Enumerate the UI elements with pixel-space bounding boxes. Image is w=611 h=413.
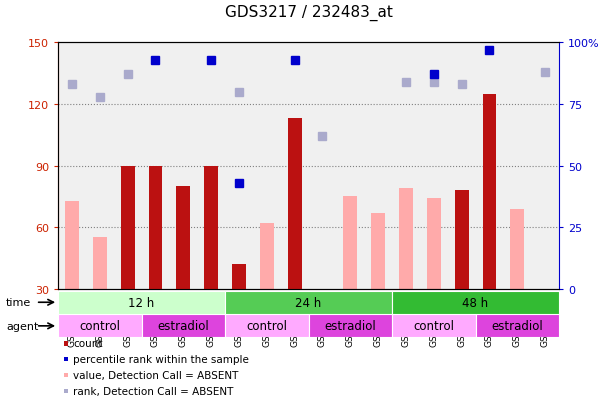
Text: 12 h: 12 h [128, 296, 155, 309]
Bar [225, 291, 392, 314]
Text: 24 h: 24 h [296, 296, 321, 309]
Bar [288, 119, 302, 289]
Bar [260, 223, 274, 289]
Text: estradiol: estradiol [324, 320, 376, 332]
Bar [399, 189, 413, 289]
Bar [142, 315, 225, 337]
Bar [475, 315, 559, 337]
Bar [121, 172, 134, 289]
Bar [455, 191, 469, 289]
Bar [483, 95, 496, 289]
Text: agent: agent [6, 321, 38, 331]
Bar [65, 201, 79, 289]
Bar [121, 166, 134, 289]
Text: time: time [6, 297, 31, 308]
Text: GDS3217 / 232483_at: GDS3217 / 232483_at [225, 5, 392, 21]
Bar [225, 315, 309, 337]
Text: estradiol: estradiol [158, 320, 209, 332]
Bar [93, 238, 107, 289]
Bar [58, 315, 142, 337]
Text: 48 h: 48 h [463, 296, 489, 309]
Bar [58, 291, 225, 314]
Text: control: control [79, 320, 120, 332]
Bar [392, 291, 559, 314]
Bar [177, 187, 190, 289]
Bar [371, 214, 385, 289]
Bar [148, 166, 163, 289]
Bar [427, 199, 441, 289]
Bar [309, 315, 392, 337]
Text: estradiol: estradiol [491, 320, 543, 332]
Text: value, Detection Call = ABSENT: value, Detection Call = ABSENT [73, 370, 238, 380]
Bar [232, 265, 246, 289]
Text: control: control [413, 320, 455, 332]
Bar [510, 209, 524, 289]
Text: percentile rank within the sample: percentile rank within the sample [73, 354, 249, 364]
Bar [343, 197, 357, 289]
Text: rank, Detection Call = ABSENT: rank, Detection Call = ABSENT [73, 386, 233, 396]
Bar [392, 315, 475, 337]
Bar [204, 166, 218, 289]
Text: control: control [246, 320, 287, 332]
Text: count: count [73, 339, 103, 349]
